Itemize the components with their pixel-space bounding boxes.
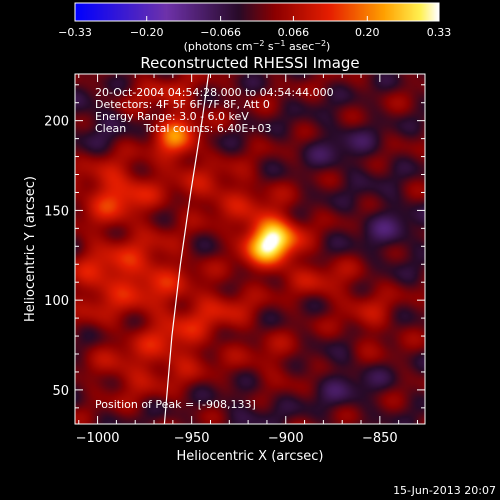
x-tick-label: −850 [362, 431, 398, 446]
colorbar-frame [74, 2, 440, 22]
x-tick-label: −950 [174, 431, 210, 446]
plot-frame [74, 73, 426, 425]
colorbar-tick-label: −0.33 [58, 26, 92, 39]
info-detectors: Detectors: 4F 5F 6F 7F 8F, Att 0 [95, 98, 270, 111]
info-time-range: 20-Oct-2004 04:54:28.000 to 04:54:44.000 [95, 86, 334, 99]
colorbar: −0.33 −0.20 −0.066 0.066 0.20 0.33 (photons c… [58, 2, 451, 53]
colorbar-tick-label: −0.066 [200, 26, 241, 39]
y-tick-label: 150 [44, 204, 69, 219]
chart-title: Reconstructed RHESSI Image [140, 54, 359, 72]
y-tick-label: 100 [44, 294, 69, 309]
info-energy-range: Energy Range: 3.0 - 6.0 keV [95, 110, 249, 123]
colorbar-units: (photons cm−2 s−1 asec−2) [184, 39, 331, 53]
colorbar-tick-label: 0.33 [427, 26, 452, 39]
y-tick-label: 50 [52, 384, 69, 399]
colorbar-tick-label: −0.20 [130, 26, 164, 39]
colorbar-gradient [75, 3, 439, 21]
peak-position: Position of Peak = [-908,133] [95, 398, 256, 411]
footer-date: 15-Jun-2013 20:07 [393, 484, 496, 497]
axis-ticks: −1000 −950 −900 −850 50 100 150 200 [44, 74, 425, 446]
info-total-counts: Clean Total counts: 6.40E+03 [95, 122, 272, 135]
x-tick-label: −900 [268, 431, 304, 446]
y-tick-label: 200 [44, 115, 69, 130]
x-tick-label: −1000 [76, 431, 120, 446]
colorbar-ticks: −0.33 −0.20 −0.066 0.066 0.20 0.33 [58, 16, 451, 39]
solar-limb-curve [163, 73, 210, 425]
colorbar-tick-label: 0.20 [355, 26, 380, 39]
y-axis-label: Heliocentric Y (arcsec) [23, 176, 38, 322]
heatmap-image [75, 74, 425, 424]
colorbar-tick-label: 0.066 [278, 26, 310, 39]
observation-info: 20-Oct-2004 04:54:28.000 to 04:54:44.000… [95, 86, 334, 411]
x-axis-label: Heliocentric X (arcsec) [177, 449, 324, 464]
